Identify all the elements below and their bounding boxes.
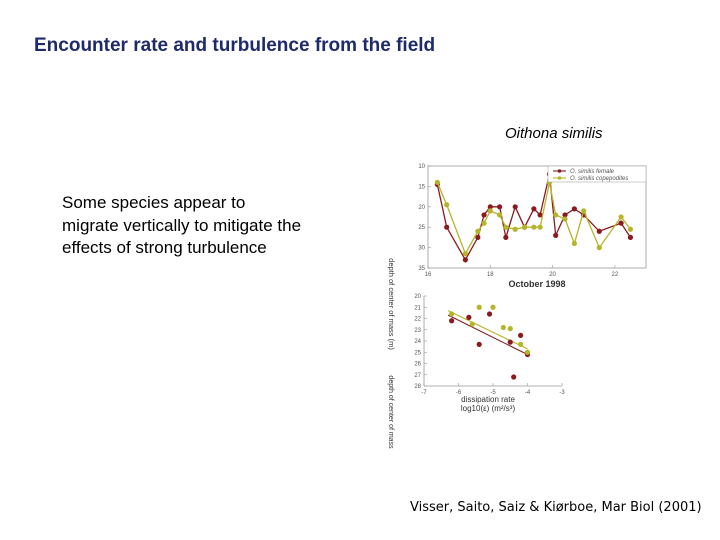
chart2-series1-point <box>449 311 455 317</box>
chart1-frame <box>427 165 647 269</box>
chart1-series0-point <box>571 206 577 212</box>
chart2-ylabel: depth of center of mass <box>387 375 394 449</box>
chart2-ytick-label: 23 <box>414 328 421 334</box>
chart1-series0-point <box>627 234 634 240</box>
chart1-series1-point <box>537 224 543 230</box>
chart1-series1-point <box>531 224 537 230</box>
chart1-legend-box <box>547 165 647 183</box>
chart1-series1-point <box>571 240 577 247</box>
citation: Visser, Saito, Saiz & Kiørboe, Mar Biol … <box>410 500 702 515</box>
chart2-xtick-label: -6 <box>456 390 462 396</box>
chart2-series0-point <box>507 339 513 345</box>
body-text: Some species appear to migrate verticall… <box>62 193 302 257</box>
chart2-ytick-label: 27 <box>414 373 421 379</box>
chart2-xtick-label: -7 <box>421 390 427 396</box>
chart1-series1-point <box>487 208 493 214</box>
chart1-series0-point <box>497 204 503 210</box>
chart1-series0-point <box>512 204 518 210</box>
chart1-series0-point <box>503 234 509 240</box>
chart1-ytick-label: 10 <box>418 164 425 170</box>
chart2-series1-point <box>469 321 475 327</box>
chart2-trendline-1 <box>447 310 528 350</box>
chart2-ytick-label: 21 <box>414 305 421 311</box>
chart1-xtick-label: 22 <box>612 272 619 278</box>
chart2-xlabel: dissipation rate <box>461 395 515 404</box>
chart1-legend-marker-1 <box>557 176 562 180</box>
chart1-series0-point <box>596 228 602 234</box>
chart1-series1-point <box>434 179 440 185</box>
chart2-series0-point <box>476 341 482 347</box>
chart1-ytick-label: 35 <box>418 266 425 272</box>
chart2-series1-point <box>518 341 524 347</box>
species-label: Oithona similis <box>505 125 603 142</box>
chart1-series1-point <box>581 208 587 214</box>
chart1-series0-point <box>537 212 543 218</box>
chart2-ytick-label: 25 <box>414 350 421 356</box>
chart2-ytick-label: 26 <box>414 362 421 368</box>
chart1-xtick-label: 16 <box>425 272 432 278</box>
chart2-xtick-label: -5 <box>490 390 496 396</box>
chart1-series1-point <box>481 220 487 226</box>
chart1-series0-point <box>444 224 450 230</box>
chart1-xtick-label: 20 <box>549 272 556 278</box>
chart1-series0-point <box>553 232 559 238</box>
chart1-series0-point <box>562 212 568 218</box>
chart2-series1-point <box>507 326 513 332</box>
chart1-xtick-label: 18 <box>487 272 494 278</box>
chart1-series1-point <box>444 202 450 208</box>
chart1-xlabel: October 1998 <box>508 279 565 289</box>
chart1-ytick-label: 15 <box>418 184 425 190</box>
chart2-ytick-label: 24 <box>414 339 421 345</box>
chart1-series1-point <box>475 228 481 234</box>
chart2-series0-point <box>486 311 493 317</box>
slide-title: Encounter rate and turbulence from the f… <box>34 35 436 56</box>
chart1-ylabel: depth of center of mass (m) <box>387 258 396 350</box>
chart2-series1-point <box>490 304 496 310</box>
chart2-xlabel-units: log10(ε) (m²/s³) <box>461 404 516 413</box>
chart1-series0-point <box>531 206 537 212</box>
chart1-legend-label-0: O. similis female <box>570 169 615 175</box>
chart2-series1-point <box>500 324 506 331</box>
chart2-ytick-label: 22 <box>414 317 421 323</box>
chart1-ytick-label: 30 <box>418 246 425 252</box>
chart1-ytick-label: 25 <box>418 225 425 231</box>
chart2-series1-point <box>524 349 531 355</box>
chart1-series1-point <box>562 216 568 222</box>
chart2-ytick-label: 20 <box>414 294 421 300</box>
chart1-series0-point <box>475 234 481 240</box>
chart1-legend-marker-0 <box>557 169 562 173</box>
chart1-series1-point <box>462 251 468 257</box>
chart1-series1-point <box>512 226 518 232</box>
chart2-series1-point <box>476 304 482 310</box>
chart2-trendline-0 <box>447 314 528 355</box>
chart1-legend-label-1: O. similis copepodites <box>570 176 628 182</box>
chart1-series0-point <box>481 212 487 218</box>
chart2-ytick-label: 28 <box>414 384 421 390</box>
chart2-xtick-label: -3 <box>559 390 565 396</box>
chart1-series-line-1 <box>436 182 631 256</box>
chart1-series0-point <box>487 204 493 210</box>
chart2-series0-point <box>449 318 455 324</box>
chart2-series0-point <box>466 314 472 320</box>
chart1-series1-point <box>553 212 559 218</box>
chart1-series1-point <box>503 224 509 230</box>
chart1-series1-point <box>521 224 528 230</box>
chart1-series0-point <box>618 220 624 226</box>
chart1-series1-point <box>627 226 634 232</box>
chart1-series1-point <box>497 212 503 218</box>
chart1-series0-point <box>462 257 468 263</box>
chart2-series0-point <box>518 332 524 338</box>
chart2-series0-point <box>511 374 517 380</box>
chart1-series1-point <box>596 245 602 251</box>
chart1-series1-point <box>618 214 624 220</box>
chart2-xtick-label: -4 <box>525 390 531 396</box>
chart1-ytick-label: 20 <box>418 205 425 211</box>
